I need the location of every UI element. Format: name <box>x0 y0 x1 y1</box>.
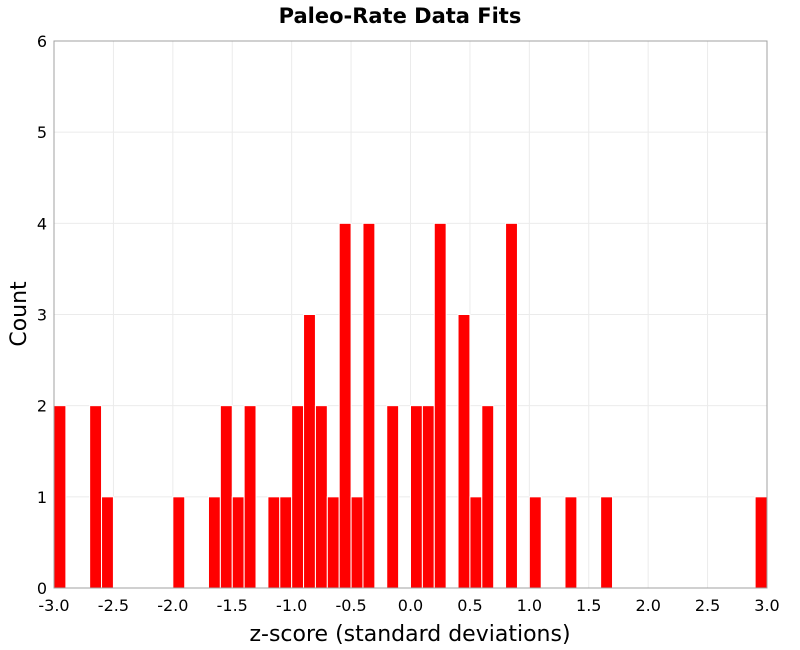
x-tick-label: 0.0 <box>398 596 423 615</box>
y-tick-label: 6 <box>37 32 47 51</box>
x-tick-label: 2.5 <box>695 596 720 615</box>
x-tick-label: -2.0 <box>157 596 188 615</box>
plot-frame <box>53 40 768 589</box>
y-tick-label: 5 <box>37 123 47 142</box>
y-tick-label: 0 <box>37 579 47 598</box>
y-tick-label: 4 <box>37 214 47 233</box>
histogram-bar <box>362 222 376 589</box>
y-tick-label: 2 <box>37 397 47 416</box>
histogram-bar <box>101 496 114 589</box>
x-tick-label: -2.5 <box>98 596 129 615</box>
histogram-bar <box>207 496 221 589</box>
x-tick-label: 1.0 <box>517 596 542 615</box>
histogram-bar <box>303 314 316 589</box>
histogram-bar <box>219 405 233 589</box>
histogram-bar <box>600 496 614 589</box>
histogram-bar <box>433 222 447 589</box>
histogram-bar <box>53 405 67 589</box>
histogram-bar <box>469 496 483 589</box>
histogram-bar <box>481 405 495 589</box>
histogram-bar <box>267 496 281 589</box>
histogram-bar <box>350 496 364 589</box>
histogram-bar <box>421 405 435 589</box>
y-axis-ticks: 0 1 2 3 4 5 6 <box>37 32 47 598</box>
histogram-bar <box>231 496 245 589</box>
x-axis-ticks: -3.0 -2.5 -2.0 -1.5 -1.0 -0.5 0.0 0.5 1.0 1.5 2.0 2… <box>38 596 779 615</box>
histogram-bar <box>89 405 103 589</box>
histogram-bar <box>457 314 471 589</box>
x-tick-label: -1.5 <box>217 596 248 615</box>
y-tick-label: 1 <box>37 488 47 507</box>
histogram-bar <box>505 222 518 589</box>
histogram-bar <box>386 405 400 589</box>
histogram-bar <box>338 222 352 589</box>
histogram-bar <box>564 496 578 589</box>
histogram-bar <box>172 496 186 589</box>
x-tick-label: -1.0 <box>276 596 307 615</box>
x-tick-label: 1.5 <box>576 596 601 615</box>
histogram-bar <box>291 405 305 589</box>
x-tick-label: -3.0 <box>38 596 69 615</box>
x-tick-label: 2.0 <box>635 596 660 615</box>
y-tick-label: 3 <box>37 306 47 325</box>
histogram-bar <box>243 405 257 589</box>
y-axis-label: Count <box>7 281 32 347</box>
histogram-bar <box>528 496 542 589</box>
histogram-bar <box>410 405 423 589</box>
x-tick-label: 0.5 <box>457 596 482 615</box>
chart-title: Paleo-Rate Data Fits <box>279 4 522 28</box>
histogram-bar <box>279 496 293 589</box>
x-tick-label: 3.0 <box>754 596 779 615</box>
histogram-bar <box>314 405 328 589</box>
bars <box>53 222 768 589</box>
x-tick-label: -0.5 <box>335 596 366 615</box>
histogram-bar <box>754 496 768 589</box>
x-axis-label: z-score (standard deviations) <box>249 622 570 647</box>
histogram-bar <box>326 496 340 589</box>
